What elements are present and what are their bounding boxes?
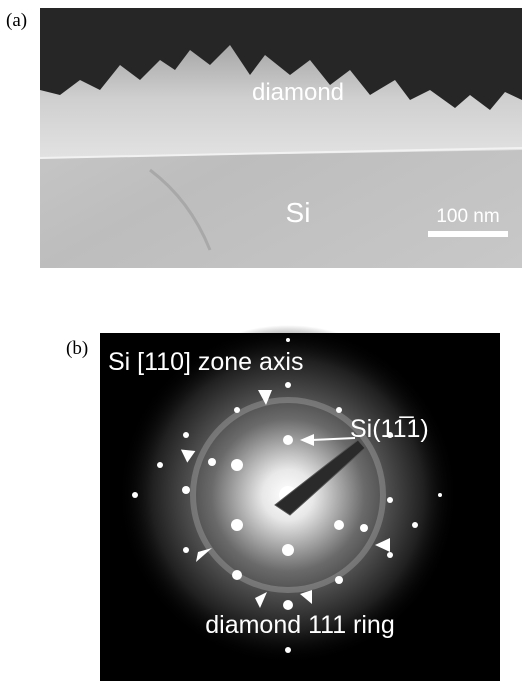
annotation: Si [110] zone axis <box>108 348 303 376</box>
panel-label: (a) <box>6 10 27 31</box>
annotation: Si(11̅1) <box>350 415 429 443</box>
panel-label: (b) <box>66 338 88 359</box>
figure: (a) diamond Si 100 nm (b) <box>0 0 529 686</box>
scale-bar-label: 100 nm <box>436 206 499 227</box>
scale-bar <box>428 231 508 237</box>
annotation: Si <box>286 197 311 228</box>
annotation: diamond <box>252 79 344 106</box>
tem-image <box>40 8 522 268</box>
annotation: diamond 111 ring <box>205 611 394 639</box>
